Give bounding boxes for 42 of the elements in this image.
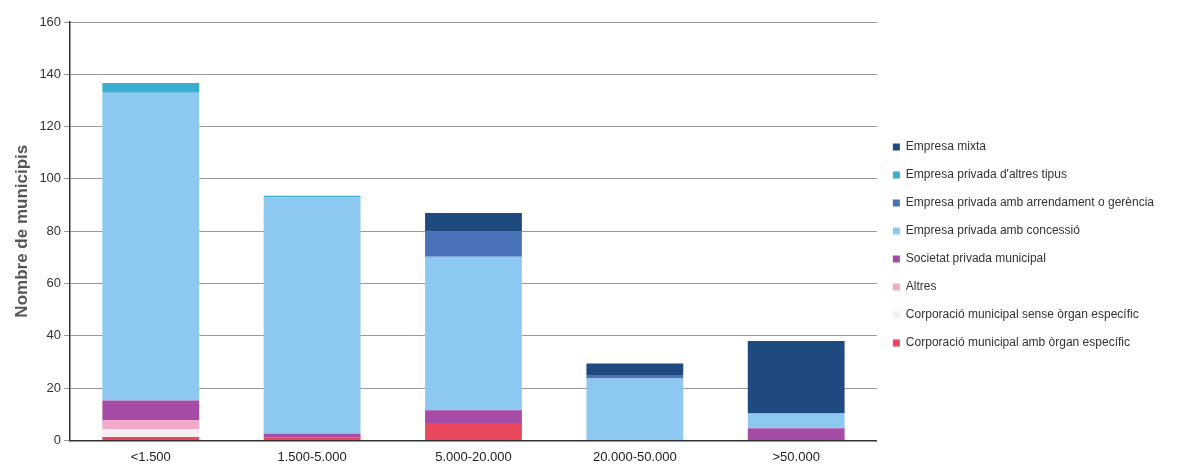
bar (425, 422, 522, 440)
bar (586, 378, 684, 440)
legend-label: Societat privada municipal (905, 251, 1046, 266)
bar (263, 433, 361, 438)
y-tick-label: 40 (46, 327, 62, 343)
y-tick-label: 160 (39, 13, 62, 29)
legend-label: Empresa privada amb concessió (905, 223, 1081, 238)
legend-label: Empresa mixta (905, 139, 987, 154)
bar (102, 437, 200, 440)
y-tick-label: 80 (46, 222, 62, 238)
bar (425, 231, 522, 257)
legend-label: Empresa privada d'altres tipus (905, 167, 1067, 182)
bar (102, 420, 200, 430)
legend-label: Empresa privada amb arrendament o gerència (905, 195, 1155, 210)
y-tick-label: 20 (46, 379, 62, 395)
y-tick-label: 100 (39, 170, 62, 186)
bar (263, 197, 361, 434)
bar (747, 341, 845, 414)
legend-label: Corporació municipal sense òrgan específic (905, 307, 1139, 322)
y-tick-label: 140 (39, 65, 62, 81)
x-tick-label: 1.500-5.000 (277, 448, 347, 464)
x-tick-label: 20.000-50.000 (592, 448, 677, 464)
bar (102, 400, 200, 421)
bar (102, 82, 200, 93)
y-tick-label: 0 (53, 431, 62, 447)
y-tick-label: 60 (46, 275, 62, 291)
x-tick-label: 5.000-20.000 (435, 448, 512, 464)
y-axis-title: Nombre de municipis (11, 144, 31, 318)
bar (425, 410, 522, 423)
bar (425, 212, 522, 232)
bar (263, 437, 361, 440)
bar (747, 413, 845, 429)
y-tick-label: 120 (39, 118, 62, 134)
legend-label: Corporació municipal amb òrgan específic (905, 335, 1130, 350)
x-tick-label: <1.500 (130, 448, 171, 464)
legend-label: Altres (905, 279, 937, 294)
bar (102, 92, 200, 401)
bar (586, 363, 684, 376)
x-tick-label: >50.000 (772, 448, 820, 464)
bar (425, 256, 522, 411)
bar (102, 429, 200, 437)
bar (747, 428, 845, 440)
